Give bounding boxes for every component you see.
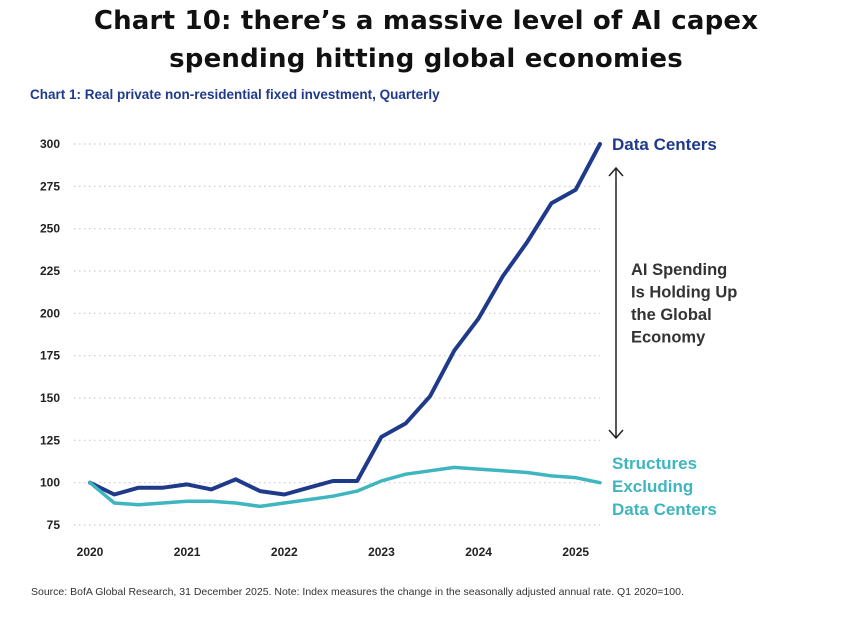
y-tick-label-150: 150 [40, 391, 60, 405]
x-tick-label-2020: 2020 [77, 545, 104, 559]
y-tick-label-200: 200 [40, 306, 60, 320]
series-line-structures [88, 465, 602, 509]
arrow-head-down [608, 429, 624, 440]
x-tick-label-2025: 2025 [562, 545, 589, 559]
series-label-structures-line-1: Structures [612, 454, 697, 473]
y-tick-label-225: 225 [40, 264, 60, 278]
series-label-data-centers: Data Centers [612, 135, 717, 154]
x-tick-label-2024: 2024 [465, 545, 492, 559]
source-note: Source: BofA Global Research, 31 Decembe… [31, 586, 684, 598]
annotation-line-4: Economy [631, 329, 706, 347]
headline-line-2: spending hitting global economies [169, 44, 683, 74]
y-tick-label-300: 300 [40, 137, 60, 151]
x-tick-label-2023: 2023 [368, 545, 395, 559]
y-tick-label-250: 250 [40, 222, 60, 236]
y-tick-label-275: 275 [40, 179, 60, 193]
annotation-line-3: the Global [631, 306, 712, 324]
y-tick-label-100: 100 [40, 476, 60, 490]
arrow-head-up [608, 166, 624, 177]
series-label-structures-line-2: Excluding [612, 477, 693, 496]
x-tick-label-2021: 2021 [174, 545, 201, 559]
x-tick-label-2022: 2022 [271, 545, 298, 559]
series-line-data-centers [88, 142, 602, 497]
series-label-structures-line-3: Data Centers [612, 500, 717, 519]
y-tick-label-75: 75 [47, 518, 61, 532]
y-tick-label-175: 175 [40, 349, 60, 363]
annotation-line-1: AI Spending [631, 261, 727, 279]
y-tick-label-125: 125 [40, 433, 60, 447]
annotation-line-2: Is Holding Up [631, 284, 737, 302]
chart-subtitle: Chart 1: Real private non-residential fi… [30, 87, 440, 102]
headline-line-1: Chart 10: there’s a massive level of AI … [93, 6, 759, 36]
